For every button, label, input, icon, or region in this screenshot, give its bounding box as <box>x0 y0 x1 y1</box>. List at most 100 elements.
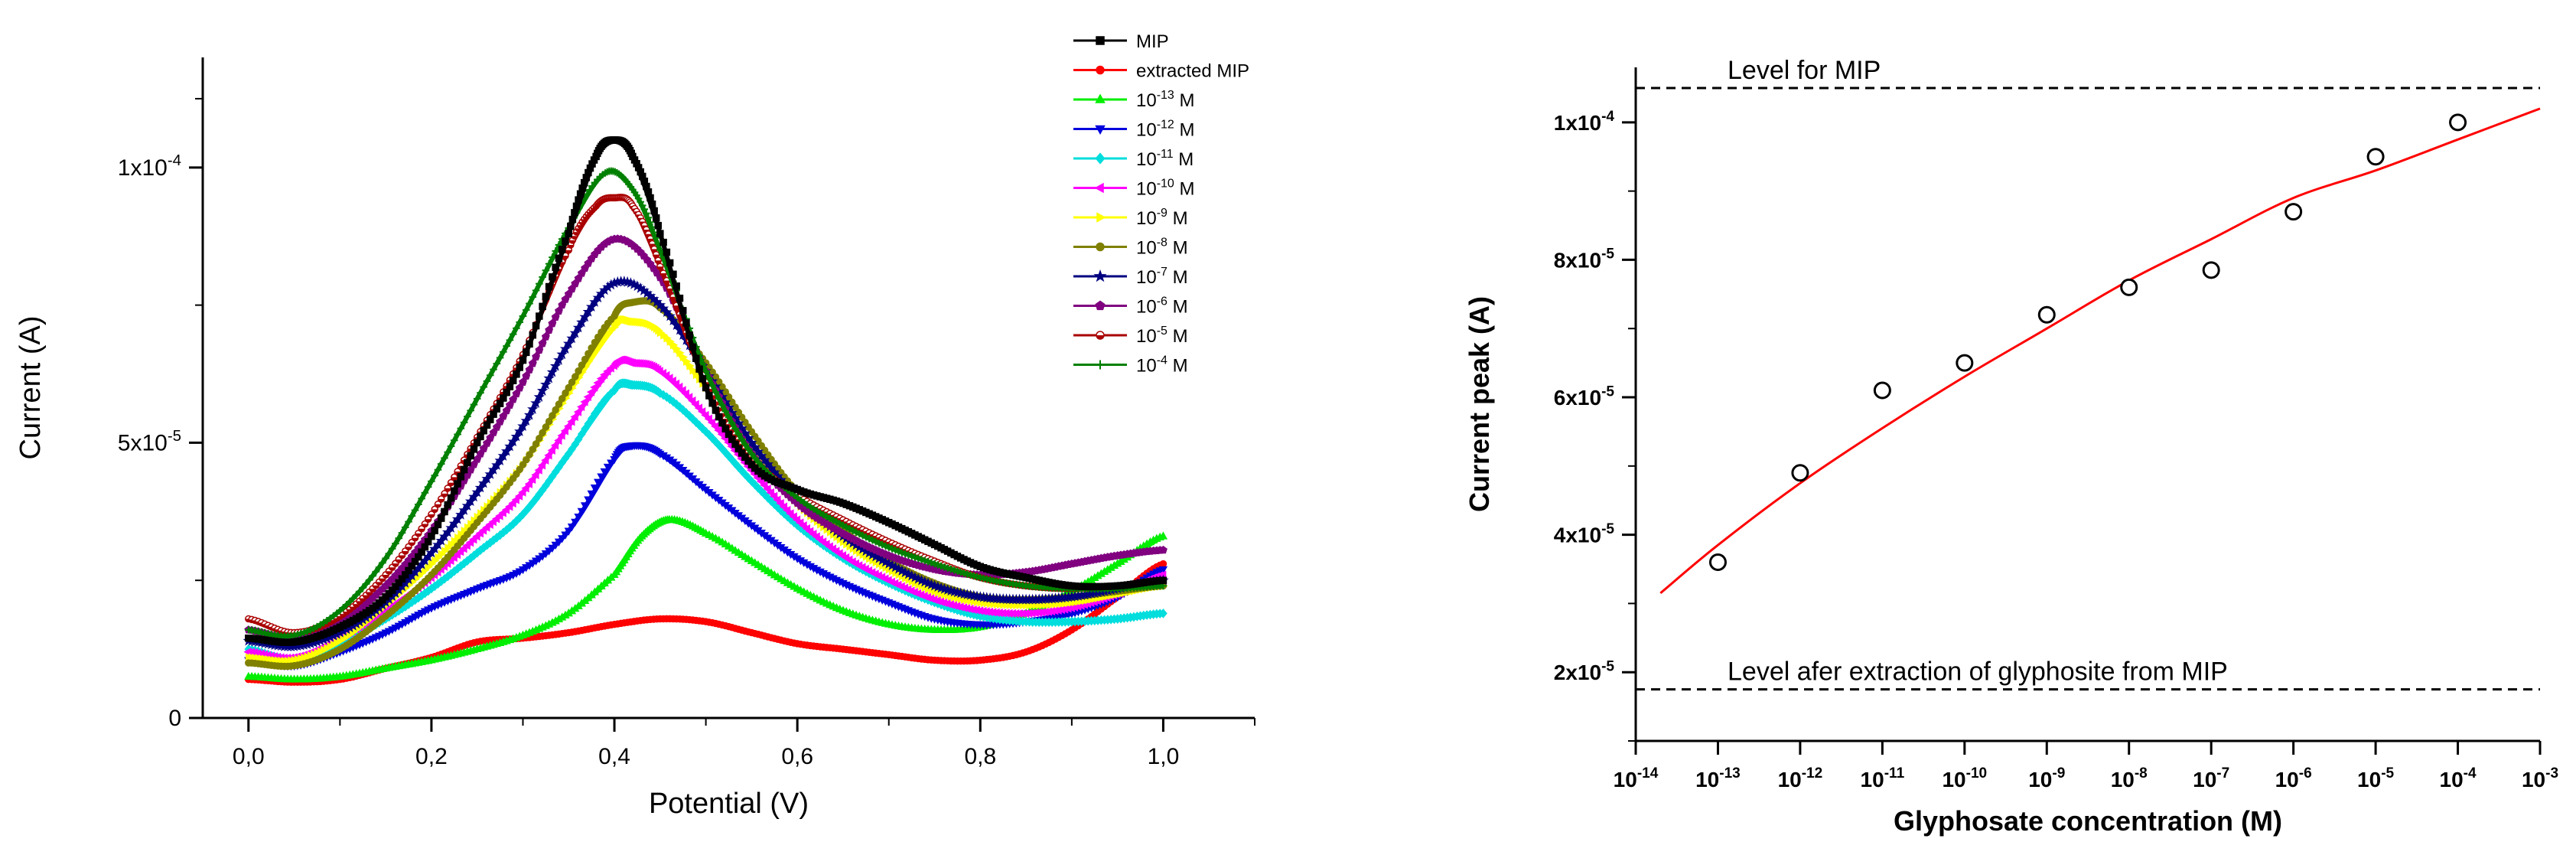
y-tick-label-base: 1x10 <box>118 155 168 181</box>
data-point <box>1158 566 1168 575</box>
data-point <box>584 496 593 504</box>
y-tick-label-base: 8x10 <box>1554 248 1601 272</box>
data-point <box>666 259 674 267</box>
x-tick-label-base: 10 <box>1695 768 1719 791</box>
data-point <box>692 354 700 362</box>
data-point <box>547 445 555 455</box>
data-point <box>561 531 570 540</box>
data-point <box>533 391 545 402</box>
data-point <box>553 354 565 365</box>
legend-label-6: 10-9 M <box>1136 207 1188 229</box>
x-tick-label-exp: -5 <box>2381 765 2394 782</box>
data-point <box>472 532 480 541</box>
data-point <box>712 406 720 414</box>
data-point <box>701 410 709 420</box>
data-point <box>469 535 477 544</box>
data-point <box>438 530 451 542</box>
data-point <box>603 367 611 376</box>
legend-label-base: 10 <box>1136 356 1157 377</box>
data-point <box>554 436 562 445</box>
data-point <box>593 378 601 387</box>
y-tick-label: 0 <box>168 706 181 731</box>
data-point <box>555 400 563 408</box>
data-point <box>1873 381 1891 400</box>
y-axis-title: Current peak (A) <box>1464 296 1495 512</box>
y-tick-label-exp: -5 <box>1601 658 1614 674</box>
data-point <box>503 388 510 396</box>
data-point <box>551 541 560 550</box>
legend-label-exp: -13 <box>1157 89 1174 102</box>
voltammogram-chart: 0,0 0,2 0,4 0,6 0,8 1,0 0 5x10-5 1x10-4 Potential… <box>0 0 1288 864</box>
x-tick-label: 10-9 <box>2028 765 2065 791</box>
legend-label-4: 10-11 M <box>1136 148 1194 170</box>
legend-label-unit: M <box>1174 179 1195 200</box>
x-tick-label: 0,4 <box>598 744 630 769</box>
data-point <box>572 321 585 333</box>
data-point <box>447 494 455 502</box>
data-point <box>507 436 519 447</box>
data-point <box>459 544 467 553</box>
data-point <box>567 223 575 230</box>
legend-label-10: 10-5 M <box>1136 325 1188 347</box>
data-point <box>676 294 684 302</box>
data-point <box>511 495 519 504</box>
data-point <box>587 413 596 424</box>
data-point <box>597 473 606 481</box>
data-point <box>580 397 588 406</box>
x-tick-label-base: 10 <box>2522 768 2545 791</box>
data-point <box>681 389 689 398</box>
data-point <box>584 419 593 429</box>
data-point <box>517 420 529 432</box>
x-tick-label: 10-12 <box>1778 765 1823 791</box>
data-point <box>575 196 582 204</box>
data-point <box>542 423 550 431</box>
y-tick-label-exp: -5 <box>1601 521 1614 537</box>
legend-label-unit: M <box>1174 90 1195 111</box>
data-point <box>1159 576 1168 584</box>
data-point <box>654 256 663 265</box>
data-point <box>461 500 474 511</box>
data-point <box>543 372 555 383</box>
data-point <box>531 470 539 480</box>
data-point <box>530 397 542 408</box>
data-point <box>441 507 448 516</box>
x-tick-label-exp: -14 <box>1637 765 1659 782</box>
legend-label-base: 10 <box>1136 208 1157 229</box>
reference-label-0: Level for MIP <box>1728 56 1881 85</box>
data-point <box>509 377 517 384</box>
data-point <box>552 406 559 414</box>
data-point <box>749 441 760 452</box>
data-point <box>760 481 768 490</box>
data-point <box>526 451 533 458</box>
data-point <box>532 321 540 330</box>
legend-label-unit: M <box>1168 238 1188 259</box>
data-point <box>588 344 595 352</box>
legend-label-exp: -6 <box>1157 295 1168 308</box>
data-point <box>657 302 669 314</box>
data-point <box>577 429 586 439</box>
fit-curve <box>1659 107 2541 595</box>
data-point <box>445 522 457 533</box>
data-point <box>457 473 465 481</box>
data-point <box>752 445 764 457</box>
data-point <box>2285 203 2303 221</box>
data-point <box>666 394 674 404</box>
data-point <box>568 215 577 224</box>
data-point <box>708 400 716 407</box>
data-point <box>497 450 510 461</box>
data-point <box>539 302 546 311</box>
data-point <box>425 547 438 558</box>
data-point <box>783 505 791 515</box>
legend-label-base: 10 <box>1136 326 1157 347</box>
data-point <box>568 378 576 387</box>
data-point <box>558 535 567 543</box>
data-point <box>549 273 556 281</box>
data-point <box>569 327 581 338</box>
data-point <box>536 435 543 442</box>
y-tick-label-exp: -4 <box>168 152 181 169</box>
y-tick-label-base: 6x10 <box>1554 386 1601 410</box>
data-point <box>590 383 598 392</box>
data-point <box>2449 113 2467 132</box>
y-tick-label-exp: -5 <box>1601 246 1614 263</box>
data-point <box>579 311 591 322</box>
